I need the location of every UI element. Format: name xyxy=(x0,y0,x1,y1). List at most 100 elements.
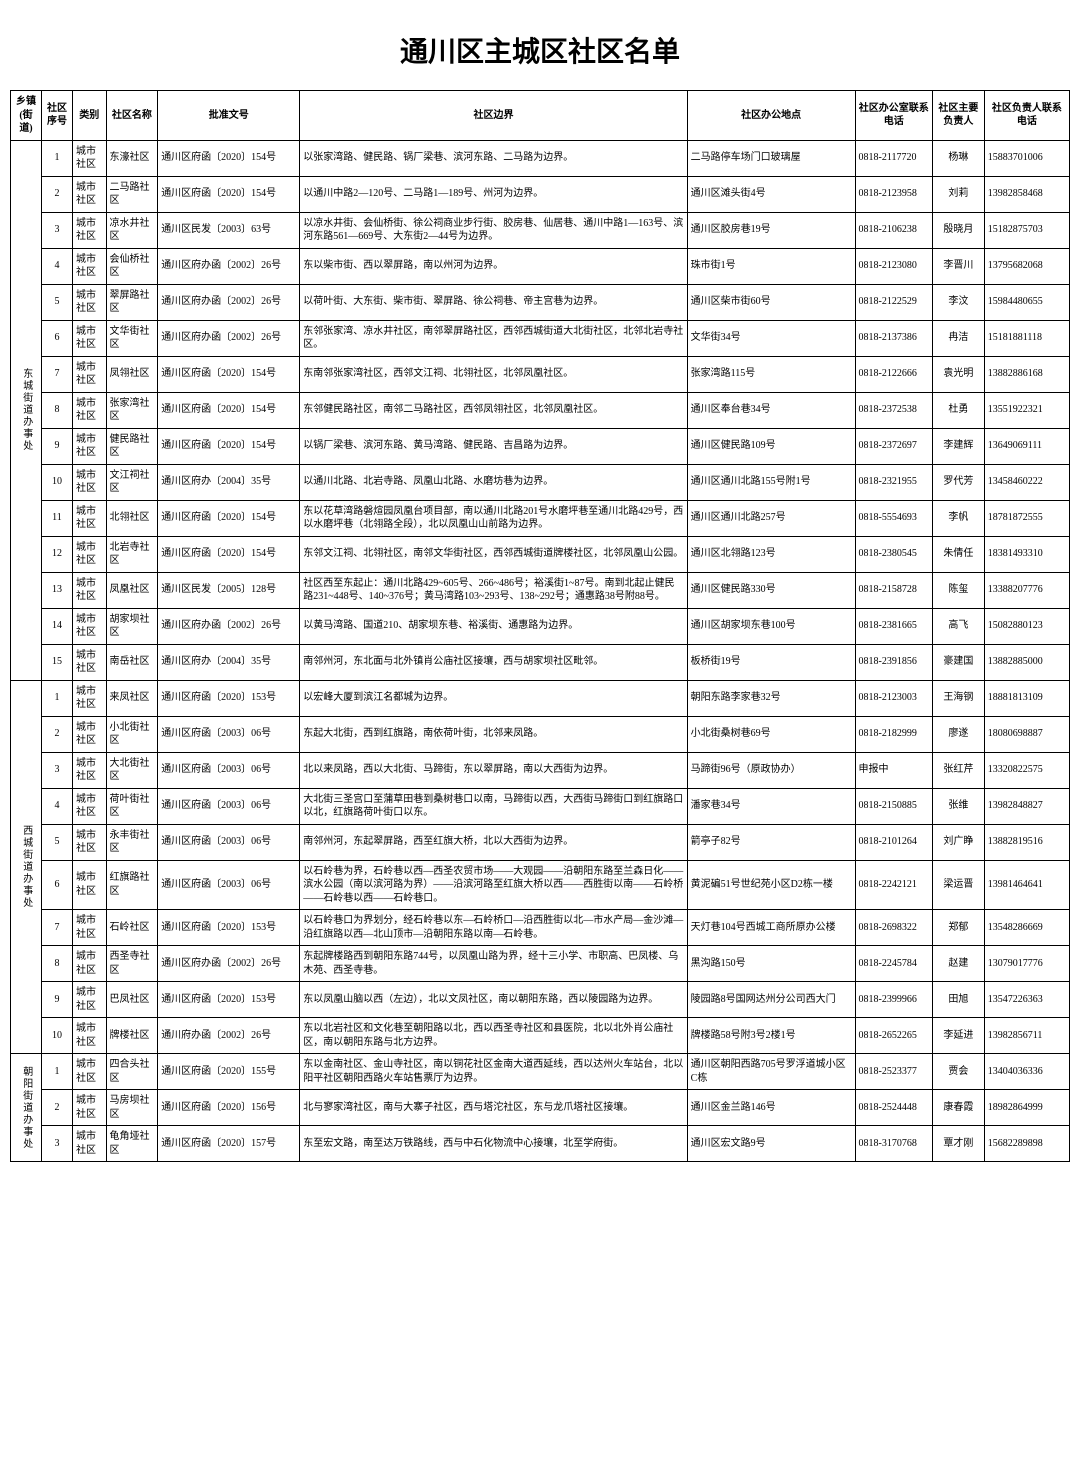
cell-leader: 廖遂 xyxy=(933,716,985,752)
cell-phone: 申报中 xyxy=(855,752,932,788)
cell-doc: 通川区府办函〔2002〕26号 xyxy=(158,946,300,982)
cell-lphone: 15181881118 xyxy=(984,320,1069,356)
cell-name: 马房坝社区 xyxy=(106,1090,158,1126)
cell-bound: 东以北岩社区和文化巷至朝阳路以北，西以西圣寺社区和县医院，北以北外肖公庙社区，南… xyxy=(300,1018,687,1054)
cell-doc: 通川区府办〔2004〕35号 xyxy=(158,464,300,500)
cell-lphone: 13982848827 xyxy=(984,788,1069,824)
cell-seq: 11 xyxy=(41,500,72,536)
cell-seq: 6 xyxy=(41,320,72,356)
table-row: 6城市社区红旗路社区通川区府函〔2003〕06号以石岭巷为界，石岭巷以西—西圣农… xyxy=(11,860,1070,910)
table-row: 7城市社区石岭社区通川区府函〔2020〕153号以石岭巷口为界划分，经石岭巷以东… xyxy=(11,910,1070,946)
cell-lphone: 13388207776 xyxy=(984,572,1069,608)
cell-doc: 通川区府函〔2020〕153号 xyxy=(158,910,300,946)
cell-seq: 9 xyxy=(41,982,72,1018)
cell-bound: 东以金南社区、金山寺社区，南以铜花社区金南大道西延线，西以达州火车站台，北以阳平… xyxy=(300,1054,687,1090)
cell-phone: 0818-2372697 xyxy=(855,428,932,464)
cell-type: 城市社区 xyxy=(72,536,106,572)
cell-addr: 通川区通川北路155号附1号 xyxy=(687,464,855,500)
cell-name: 石岭社区 xyxy=(106,910,158,946)
cell-name: 来凤社区 xyxy=(106,680,158,716)
cell-addr: 陵园路8号国网达州分公司西大门 xyxy=(687,982,855,1018)
col-header-3: 社区名称 xyxy=(106,91,158,141)
cell-name: 凉水井社区 xyxy=(106,212,158,248)
cell-seq: 14 xyxy=(41,608,72,644)
col-header-1: 社区序号 xyxy=(41,91,72,141)
cell-name: 凤翎社区 xyxy=(106,356,158,392)
cell-seq: 8 xyxy=(41,946,72,982)
cell-addr: 潘家巷34号 xyxy=(687,788,855,824)
cell-leader: 杜勇 xyxy=(933,392,985,428)
cell-lphone: 15984480655 xyxy=(984,284,1069,320)
cell-phone: 0818-2245784 xyxy=(855,946,932,982)
cell-bound: 以黄马湾路、国道210、胡家坝东巷、裕溪街、通惠路为边界。 xyxy=(300,608,687,644)
cell-doc: 通川区府函〔2020〕154号 xyxy=(158,392,300,428)
cell-leader: 康春霞 xyxy=(933,1090,985,1126)
cell-doc: 通川区府函〔2020〕153号 xyxy=(158,982,300,1018)
col-header-8: 社区主要负责人 xyxy=(933,91,985,141)
cell-leader: 殷晓月 xyxy=(933,212,985,248)
cell-addr: 通川区胡家坝东巷100号 xyxy=(687,608,855,644)
table-row: 2城市社区马房坝社区通川区府函〔2020〕156号北与寥家湾社区，南与大寨子社区… xyxy=(11,1090,1070,1126)
cell-addr: 箭亭子82号 xyxy=(687,824,855,860)
cell-addr: 二马路停车场门口玻璃屋 xyxy=(687,140,855,176)
cell-leader: 覃才刚 xyxy=(933,1126,985,1162)
cell-leader: 朱倩任 xyxy=(933,536,985,572)
table-row: 东城街道办事处1城市社区东濠社区通川区府函〔2020〕154号以张家湾路、健民路… xyxy=(11,140,1070,176)
cell-name: 北翎社区 xyxy=(106,500,158,536)
cell-phone: 0818-2123958 xyxy=(855,176,932,212)
cell-doc: 通川区府函〔2003〕06号 xyxy=(158,788,300,824)
cell-lphone: 13882886168 xyxy=(984,356,1069,392)
cell-addr: 通川区健民路109号 xyxy=(687,428,855,464)
table-row: 2城市社区小北街社区通川区府函〔2003〕06号东起大北街，西到红旗路，南依荷叶… xyxy=(11,716,1070,752)
table-row: 10城市社区文江祠社区通川区府办〔2004〕35号以通川北路、北岩寺路、凤凰山北… xyxy=(11,464,1070,500)
cell-leader: 豪建国 xyxy=(933,644,985,680)
cell-lphone: 18080698887 xyxy=(984,716,1069,752)
cell-seq: 10 xyxy=(41,464,72,500)
cell-leader: 李晋川 xyxy=(933,248,985,284)
cell-type: 城市社区 xyxy=(72,860,106,910)
cell-type: 城市社区 xyxy=(72,788,106,824)
cell-addr: 小北街桑树巷69号 xyxy=(687,716,855,752)
cell-seq: 3 xyxy=(41,212,72,248)
cell-seq: 3 xyxy=(41,752,72,788)
cell-leader: 李建辉 xyxy=(933,428,985,464)
cell-doc: 通川区府函〔2020〕155号 xyxy=(158,1054,300,1090)
cell-addr: 通川区奉台巷34号 xyxy=(687,392,855,428)
cell-bound: 东起牌楼路西到朝阳东路744号，以凤凰山路为界，经十三小学、市职高、巴凤楼、乌木… xyxy=(300,946,687,982)
cell-seq: 8 xyxy=(41,392,72,428)
cell-type: 城市社区 xyxy=(72,824,106,860)
cell-lphone: 15682289898 xyxy=(984,1126,1069,1162)
cell-seq: 3 xyxy=(41,1126,72,1162)
cell-bound: 北与寥家湾社区，南与大寨子社区，西与塔沱社区，东与龙爪塔社区接壤。 xyxy=(300,1090,687,1126)
cell-name: 会仙桥社区 xyxy=(106,248,158,284)
cell-bound: 南邻州河，东起翠屏路，西至红旗大桥，北以大西街为边界。 xyxy=(300,824,687,860)
cell-type: 城市社区 xyxy=(72,140,106,176)
cell-addr: 通川区滩头街4号 xyxy=(687,176,855,212)
cell-lphone: 13547226363 xyxy=(984,982,1069,1018)
cell-leader: 张维 xyxy=(933,788,985,824)
cell-name: 红旗路社区 xyxy=(106,860,158,910)
cell-doc: 通川区府函〔2020〕154号 xyxy=(158,500,300,536)
cell-type: 城市社区 xyxy=(72,752,106,788)
cell-name: 龟角垭社区 xyxy=(106,1126,158,1162)
cell-phone: 0818-2122529 xyxy=(855,284,932,320)
cell-lphone: 15082880123 xyxy=(984,608,1069,644)
cell-bound: 南邻州河，东北面与北外镇肖公庙社区接壤，西与胡家坝社区毗邻。 xyxy=(300,644,687,680)
cell-addr: 张家湾路115号 xyxy=(687,356,855,392)
cell-name: 健民路社区 xyxy=(106,428,158,464)
cell-addr: 黑沟路150号 xyxy=(687,946,855,982)
cell-addr: 板桥街19号 xyxy=(687,644,855,680)
cell-leader: 李汶 xyxy=(933,284,985,320)
cell-bound: 以通川中路2—120号、二马路1—189号、州河为边界。 xyxy=(300,176,687,212)
table-row: 8城市社区张家湾社区通川区府函〔2020〕154号东邻健民路社区，南邻二马路社区… xyxy=(11,392,1070,428)
cell-addr: 通川区宏文路9号 xyxy=(687,1126,855,1162)
cell-leader: 高飞 xyxy=(933,608,985,644)
table-row: 3城市社区龟角垭社区通川区府函〔2020〕157号东至宏文路，南至达万铁路线，西… xyxy=(11,1126,1070,1162)
cell-leader: 张红芹 xyxy=(933,752,985,788)
cell-addr: 天灯巷104号西城工商所原办公楼 xyxy=(687,910,855,946)
table-row: 朝阳街道办事处1城市社区四合头社区通川区府函〔2020〕155号东以金南社区、金… xyxy=(11,1054,1070,1090)
table-row: 6城市社区文华街社区通川区府办函〔2002〕26号东邻张家湾、凉水井社区，南邻翠… xyxy=(11,320,1070,356)
cell-bound: 东邻文江祠、北翎社区，南邻文华街社区，西邻西城街道牌楼社区，北邻凤凰山公园。 xyxy=(300,536,687,572)
cell-seq: 5 xyxy=(41,284,72,320)
cell-seq: 1 xyxy=(41,680,72,716)
